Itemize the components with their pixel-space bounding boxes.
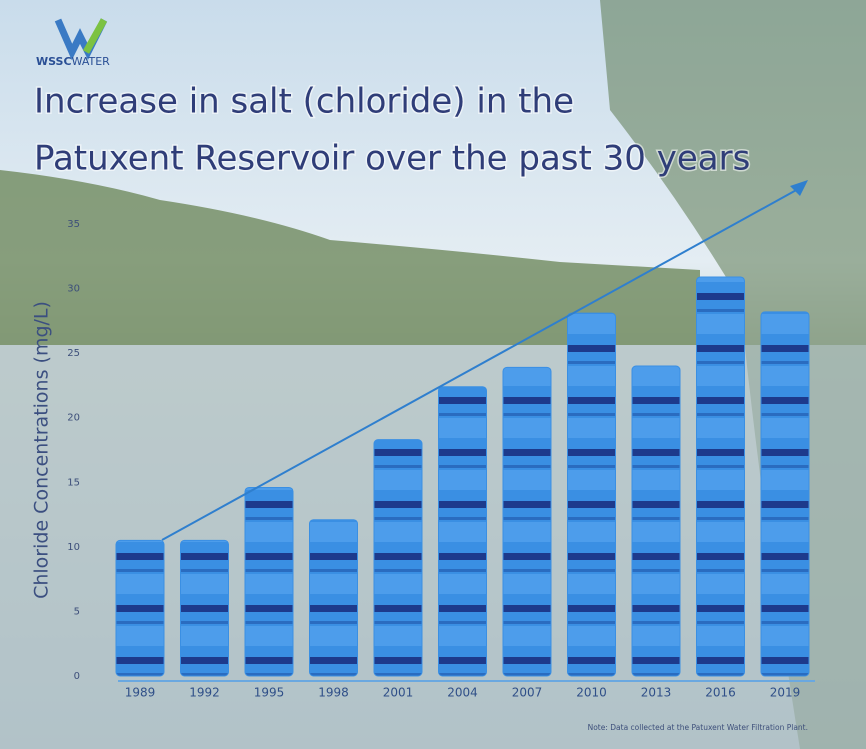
tree-line <box>0 170 700 345</box>
logo-brand: WSSC <box>36 55 72 68</box>
bar <box>115 539 165 677</box>
bar <box>696 276 745 677</box>
logo-mark <box>82 18 108 54</box>
bar <box>567 312 616 677</box>
logo: WSSCWATER <box>36 55 110 68</box>
x-tick-label: 2013 <box>641 686 672 700</box>
chart-title: Increase in salt (chloride) in the <box>34 82 574 122</box>
y-tick-label: 25 <box>67 348 80 359</box>
logo-name: WATER <box>72 55 111 68</box>
y-tick-label: 20 <box>67 413 80 424</box>
bar <box>309 519 358 677</box>
y-tick-label: 15 <box>67 477 80 488</box>
x-tick-label: 1989 <box>125 686 156 700</box>
x-tick-label: 2016 <box>705 686 736 700</box>
x-tick-label: 1995 <box>254 686 285 700</box>
x-tick-label: 1998 <box>318 686 349 700</box>
y-tick-label: 30 <box>67 284 80 295</box>
trend-arrow-head <box>790 180 808 196</box>
x-tick-label: 2019 <box>770 686 801 700</box>
bar <box>631 365 681 677</box>
bar <box>438 386 487 677</box>
y-tick-label: 0 <box>74 671 80 682</box>
y-tick-label: 35 <box>67 219 80 230</box>
bar <box>760 311 810 677</box>
chart-title: Patuxent Reservoir over the past 30 year… <box>34 139 750 179</box>
y-tick-label: 5 <box>74 606 80 617</box>
y-axis-label: Chloride Concentrations (mg/L) <box>31 301 53 599</box>
x-tick-label: 2001 <box>383 686 414 700</box>
x-tick-label: 1992 <box>189 686 220 700</box>
x-tick-label: 2010 <box>576 686 607 700</box>
y-tick-label: 10 <box>67 542 80 553</box>
trend-arrow <box>161 187 801 541</box>
bar <box>180 539 229 677</box>
bar <box>502 366 552 677</box>
bar <box>373 439 423 677</box>
x-tick-label: 2007 <box>512 686 543 700</box>
note: Note: Data collected at the Patuxent Wat… <box>588 723 808 732</box>
x-tick-label: 2004 <box>447 686 478 700</box>
bar <box>244 486 294 677</box>
bars <box>115 276 810 677</box>
